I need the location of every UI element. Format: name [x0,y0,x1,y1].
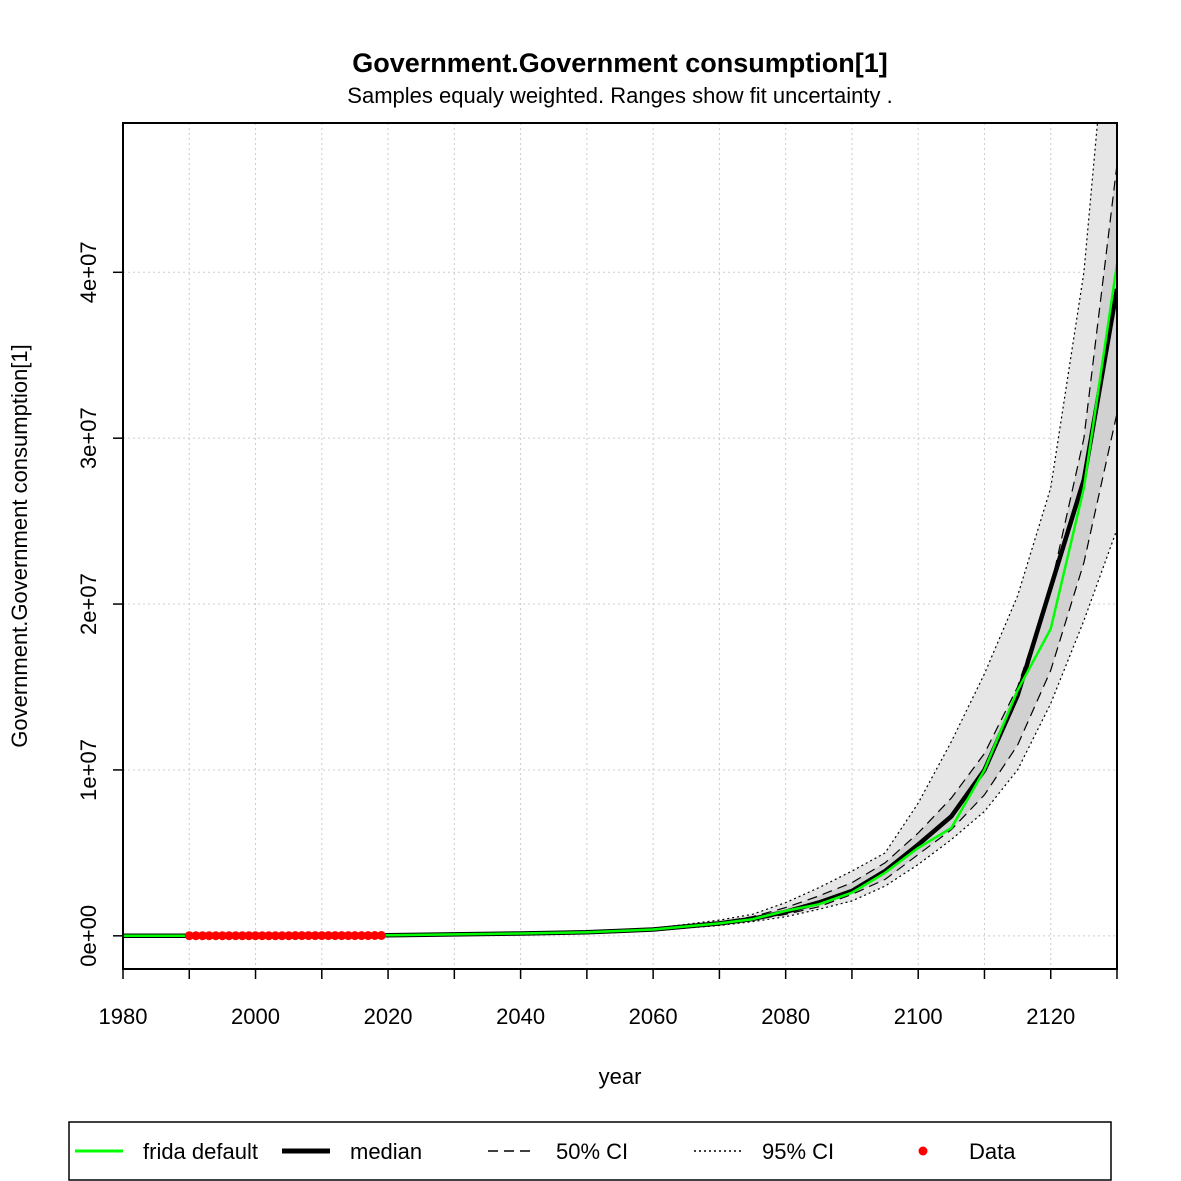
x-tick-label-2060: 2060 [629,1004,678,1029]
data-point-2002 [264,931,274,941]
data-point-1996 [224,931,234,941]
data-point-1998 [237,931,247,941]
x-tick-label-2100: 2100 [894,1004,943,1029]
data-point-2009 [310,931,320,941]
data-point-1993 [204,931,214,941]
data-point-2006 [290,931,300,941]
data-point-1992 [198,931,207,941]
data-point-2012 [330,931,340,941]
y-tick-label-10000000: 1e+07 [76,739,101,801]
data-point-2008 [304,931,313,941]
legend-swatch-data [918,1146,928,1156]
y-tick-label-40000000: 4e+07 [76,241,101,303]
data-point-2010 [317,931,327,941]
data-point-1994 [211,931,221,941]
data-point-2011 [323,931,333,941]
x-tick-label-2020: 2020 [364,1004,413,1029]
data-point-2019 [376,931,386,940]
y-tick-label-0: 0e+00 [76,905,101,967]
x-axis: 1980 2000 2020 2040 2060 2080 2100 2120 [99,969,1118,1029]
x-axis-label: year [599,1064,642,1089]
line-ci50-lower [123,413,1117,937]
line-ci95-lower [123,529,1117,937]
data-point-1990 [184,931,194,941]
legend-label-frida-default: frida default [143,1139,258,1164]
legend-label-ci95: 95% CI [762,1139,834,1164]
line-median [123,288,1117,939]
x-tick-label-2120: 2120 [1026,1004,1075,1029]
legend: frida default median 50% CI 95% CI Data [68,1121,1112,1181]
data-point-2005 [284,931,294,941]
plot-frame [122,122,1118,970]
data-point-1991 [191,931,201,941]
y-tick-label-20000000: 2e+07 [76,573,101,635]
legend-label-data: Data [969,1139,1016,1164]
data-point-2013 [337,931,347,941]
data-point-2003 [270,931,280,941]
x-tick-label-2080: 2080 [761,1004,810,1029]
y-tick-label-30000000: 3e+07 [76,407,101,469]
chart-title: Government.Government consumption[1] [352,48,888,78]
y-axis: 0e+00 1e+07 2e+07 3e+07 4e+07 [76,241,123,967]
chart-subtitle: Samples equaly weighted. Ranges show fit… [347,83,892,108]
legend-label-median: median [350,1139,422,1164]
series-lines [123,263,1117,939]
legend-box [68,1121,1112,1181]
data-point-1995 [217,931,227,941]
ci-bands [123,123,1117,937]
line-frida-default [123,263,1117,938]
line-ci50-upper [123,164,1117,937]
data-point-2004 [277,931,287,941]
data-point-2001 [257,931,267,941]
y-axis-label: Government.Government consumption[1] [7,344,32,748]
line-ci95-upper [123,123,1099,937]
data-point-2007 [297,931,307,941]
legend-label-ci50: 50% CI [556,1139,628,1164]
data-point-1999 [244,931,254,941]
data-point-2018 [370,931,380,940]
data-point-1997 [231,931,241,941]
data-point-2016 [357,931,367,941]
data-point-2015 [350,931,360,941]
x-tick-label-2000: 2000 [231,1004,280,1029]
data-point-2017 [363,931,373,941]
x-tick-label-2040: 2040 [496,1004,545,1029]
x-tick-label-1980: 1980 [99,1004,148,1029]
grid [122,123,1118,969]
data-points [184,931,386,941]
data-point-2000 [251,931,260,941]
data-point-2014 [343,931,353,941]
